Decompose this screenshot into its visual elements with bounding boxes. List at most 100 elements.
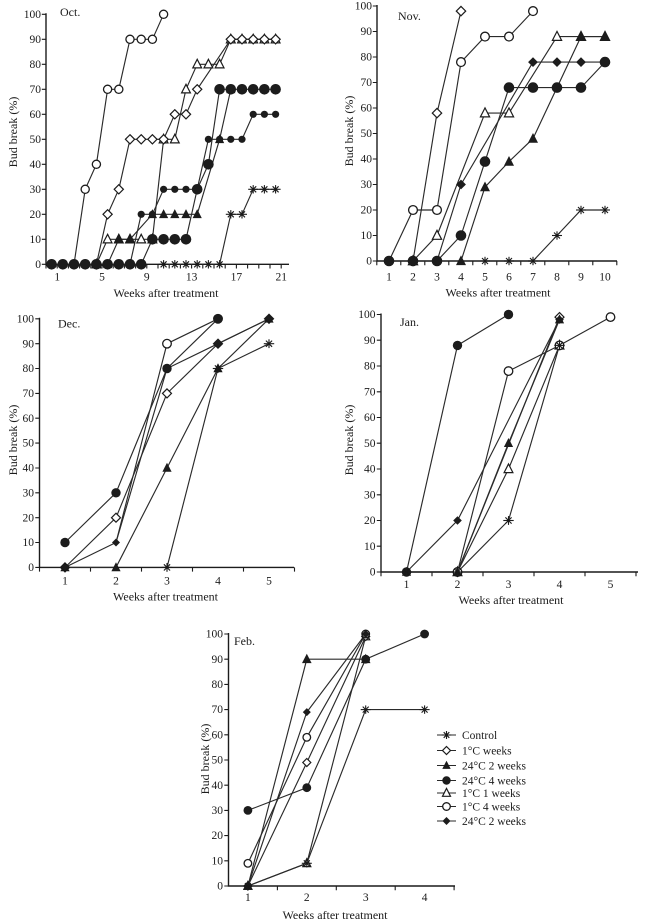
svg-text:Bud break (%): Bud break (%) <box>198 724 212 795</box>
svg-text:100: 100 <box>358 309 376 321</box>
svg-text:Bud break (%): Bud break (%) <box>342 96 356 167</box>
svg-text:90: 90 <box>212 654 224 666</box>
svg-text:40: 40 <box>212 780 224 792</box>
svg-text:3: 3 <box>434 272 440 284</box>
svg-text:2: 2 <box>455 579 461 591</box>
svg-text:0: 0 <box>28 562 34 574</box>
svg-text:3: 3 <box>164 576 170 588</box>
svg-text:80: 80 <box>364 361 376 373</box>
svg-text:100: 100 <box>17 313 35 325</box>
svg-text:4: 4 <box>215 576 221 588</box>
svg-text:100: 100 <box>24 9 42 21</box>
svg-text:20: 20 <box>23 512 35 524</box>
svg-text:80: 80 <box>23 363 35 375</box>
svg-text:30: 30 <box>30 184 42 196</box>
svg-text:50: 50 <box>364 438 376 450</box>
svg-text:40: 40 <box>364 464 376 476</box>
svg-text:Weeks after treatment: Weeks after treatment <box>446 286 552 300</box>
svg-text:Weeks after treatment: Weeks after treatment <box>114 286 220 300</box>
svg-text:Jan.: Jan. <box>400 315 419 329</box>
svg-text:10: 10 <box>599 272 611 284</box>
svg-text:1: 1 <box>62 576 68 588</box>
svg-text:70: 70 <box>30 84 42 96</box>
svg-text:60: 60 <box>23 413 35 425</box>
svg-text:50: 50 <box>361 128 373 140</box>
svg-text:5: 5 <box>482 272 488 284</box>
svg-text:Oct.: Oct. <box>60 5 80 19</box>
svg-text:Bud break (%): Bud break (%) <box>6 97 20 168</box>
svg-text:100: 100 <box>355 1 373 13</box>
svg-text:90: 90 <box>30 34 42 46</box>
svg-text:4: 4 <box>458 272 464 284</box>
svg-text:50: 50 <box>23 438 35 450</box>
svg-text:80: 80 <box>212 679 224 691</box>
svg-text:0: 0 <box>366 256 372 268</box>
svg-text:10: 10 <box>364 541 376 553</box>
svg-text:70: 70 <box>23 388 35 400</box>
svg-text:70: 70 <box>212 704 224 716</box>
svg-text:Feb.: Feb. <box>234 634 255 648</box>
svg-text:Weeks after treatment: Weeks after treatment <box>459 593 565 607</box>
svg-text:20: 20 <box>364 515 376 527</box>
svg-text:40: 40 <box>30 159 42 171</box>
svg-text:20: 20 <box>361 205 373 217</box>
svg-text:90: 90 <box>361 26 373 38</box>
svg-text:1°C weeks: 1°C weeks <box>462 746 512 758</box>
svg-text:Bud break (%): Bud break (%) <box>6 405 20 476</box>
svg-text:Bud break (%): Bud break (%) <box>342 405 356 476</box>
svg-text:30: 30 <box>23 487 35 499</box>
svg-text:9: 9 <box>144 272 150 284</box>
svg-text:60: 60 <box>212 729 224 741</box>
svg-text:17: 17 <box>231 272 243 284</box>
svg-text:40: 40 <box>361 154 373 166</box>
svg-text:4: 4 <box>422 892 428 904</box>
svg-text:50: 50 <box>212 755 224 767</box>
svg-text:60: 60 <box>30 109 42 121</box>
svg-text:2: 2 <box>410 272 416 284</box>
svg-text:90: 90 <box>23 338 35 350</box>
svg-text:1°C 1 weeks: 1°C 1 weeks <box>462 788 521 800</box>
svg-text:5: 5 <box>99 272 105 284</box>
svg-text:24°C 2 weeks: 24°C 2 weeks <box>462 816 527 828</box>
svg-text:80: 80 <box>30 59 42 71</box>
svg-text:13: 13 <box>186 272 198 284</box>
svg-text:6: 6 <box>506 272 512 284</box>
svg-text:21: 21 <box>275 272 287 284</box>
svg-text:8: 8 <box>554 272 560 284</box>
svg-text:Dec.: Dec. <box>58 317 80 331</box>
svg-text:1: 1 <box>245 892 251 904</box>
svg-text:3: 3 <box>506 579 512 591</box>
svg-text:50: 50 <box>30 134 42 146</box>
svg-text:100: 100 <box>206 629 224 641</box>
svg-text:10: 10 <box>361 230 373 242</box>
svg-text:10: 10 <box>30 234 42 246</box>
svg-text:80: 80 <box>361 52 373 64</box>
svg-text:10: 10 <box>212 855 224 867</box>
svg-text:30: 30 <box>212 805 224 817</box>
svg-text:40: 40 <box>23 463 35 475</box>
svg-text:1: 1 <box>404 579 410 591</box>
svg-text:Control: Control <box>462 730 497 742</box>
svg-text:24°C 4 weeks: 24°C 4 weeks <box>462 776 527 788</box>
svg-text:4: 4 <box>557 579 563 591</box>
svg-text:70: 70 <box>361 77 373 89</box>
svg-text:Nov.: Nov. <box>398 9 421 23</box>
svg-text:1: 1 <box>54 272 60 284</box>
svg-text:20: 20 <box>212 830 224 842</box>
svg-text:0: 0 <box>35 259 41 271</box>
svg-text:5: 5 <box>266 576 272 588</box>
svg-text:9: 9 <box>578 272 584 284</box>
svg-text:1: 1 <box>386 272 392 284</box>
svg-text:2: 2 <box>304 892 310 904</box>
svg-text:Weeks after treatment: Weeks after treatment <box>283 908 389 922</box>
svg-text:0: 0 <box>370 567 376 579</box>
svg-text:20: 20 <box>30 209 42 221</box>
svg-text:90: 90 <box>364 335 376 347</box>
svg-text:60: 60 <box>364 412 376 424</box>
svg-text:10: 10 <box>23 537 35 549</box>
svg-text:60: 60 <box>361 103 373 115</box>
svg-text:30: 30 <box>364 489 376 501</box>
svg-text:7: 7 <box>530 272 536 284</box>
svg-text:0: 0 <box>217 881 223 893</box>
svg-text:2: 2 <box>113 576 119 588</box>
